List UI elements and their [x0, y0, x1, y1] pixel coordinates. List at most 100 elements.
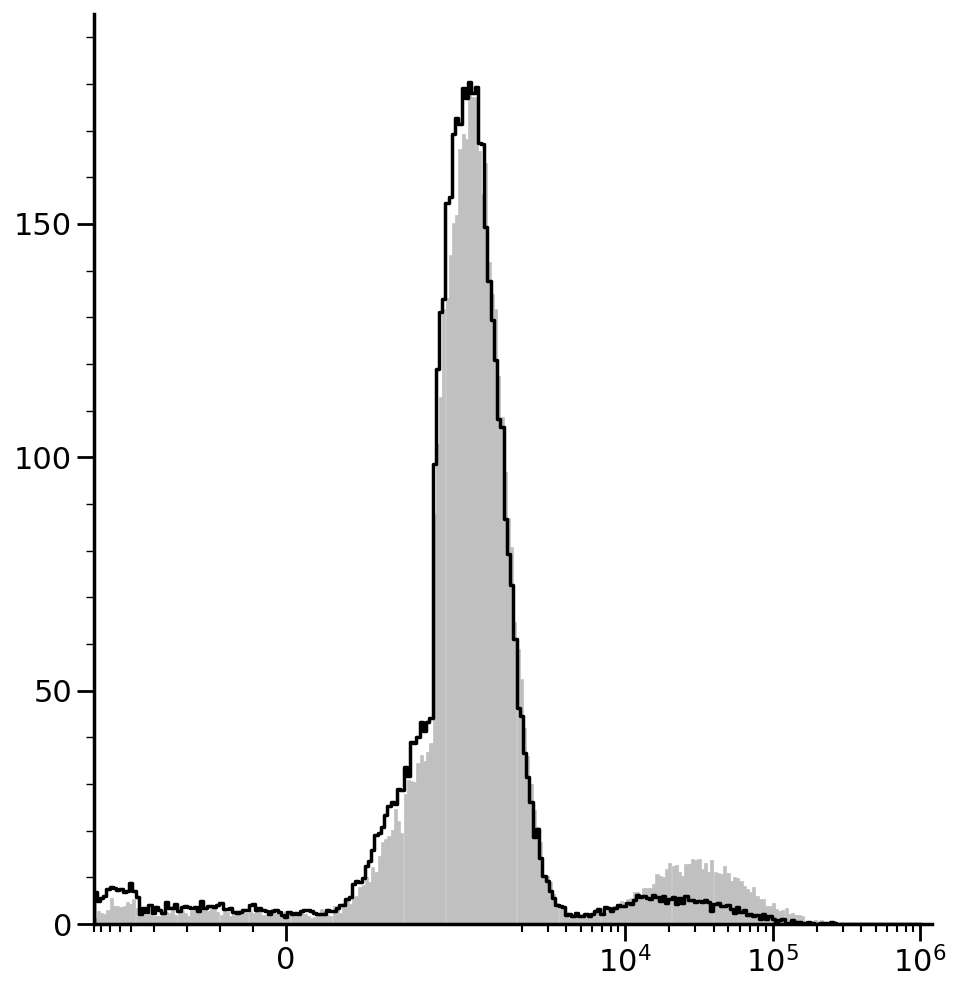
Bar	[403, 794, 407, 925]
Bar	[112, 906, 116, 925]
Bar	[752, 888, 754, 925]
Bar	[281, 915, 283, 925]
Bar	[519, 679, 523, 925]
Bar	[771, 903, 774, 925]
Bar	[703, 863, 706, 925]
Bar	[435, 444, 438, 925]
Bar	[493, 310, 497, 925]
Bar	[649, 888, 652, 925]
Bar	[419, 755, 423, 925]
Bar	[739, 881, 742, 925]
Bar	[126, 902, 129, 925]
Bar	[342, 903, 345, 925]
Bar	[158, 917, 161, 925]
Bar	[287, 912, 290, 925]
Bar	[426, 752, 429, 925]
Bar	[497, 376, 500, 925]
Bar	[178, 910, 181, 925]
Bar	[754, 896, 758, 925]
Bar	[794, 915, 797, 925]
Bar	[623, 902, 626, 925]
Bar	[680, 877, 683, 925]
Bar	[152, 916, 155, 925]
Bar	[723, 866, 726, 925]
Bar	[504, 471, 506, 925]
Bar	[554, 903, 558, 925]
Bar	[203, 910, 207, 925]
Bar	[661, 877, 664, 925]
Bar	[129, 904, 132, 925]
Bar	[397, 820, 400, 925]
Bar	[290, 912, 293, 925]
Bar	[409, 782, 412, 925]
Bar	[632, 892, 635, 925]
Bar	[390, 830, 393, 925]
Bar	[549, 882, 552, 925]
Bar	[293, 913, 297, 925]
Bar	[687, 864, 690, 925]
Bar	[432, 515, 435, 925]
Bar	[223, 910, 226, 925]
Bar	[545, 876, 548, 925]
Bar	[578, 917, 580, 925]
Bar	[148, 913, 152, 925]
Bar	[303, 914, 307, 925]
Bar	[242, 913, 245, 925]
Bar	[728, 881, 732, 925]
Bar	[387, 836, 390, 925]
Bar	[136, 908, 138, 925]
Bar	[819, 921, 823, 925]
Bar	[500, 417, 503, 925]
Bar	[100, 913, 103, 925]
Bar	[268, 910, 271, 925]
Bar	[326, 915, 329, 925]
Bar	[187, 917, 190, 925]
Bar	[468, 92, 471, 925]
Bar	[171, 907, 174, 925]
Bar	[626, 900, 628, 925]
Bar	[278, 913, 281, 925]
Bar	[345, 901, 348, 925]
Bar	[784, 908, 787, 925]
Bar	[197, 912, 200, 925]
Bar	[645, 889, 649, 925]
Bar	[313, 918, 316, 925]
Bar	[604, 913, 606, 925]
Bar	[271, 909, 274, 925]
Bar	[532, 810, 535, 925]
Bar	[97, 912, 100, 925]
Bar	[761, 900, 764, 925]
Bar	[255, 910, 258, 925]
Bar	[674, 865, 678, 925]
Bar	[768, 907, 771, 925]
Bar	[122, 906, 126, 925]
Bar	[455, 215, 457, 925]
Bar	[338, 913, 342, 925]
Bar	[133, 899, 136, 925]
Bar	[103, 914, 107, 925]
Bar	[742, 887, 745, 925]
Bar	[164, 913, 167, 925]
Bar	[487, 262, 490, 925]
Bar	[393, 809, 397, 925]
Bar	[300, 912, 303, 925]
Bar	[509, 548, 513, 925]
Bar	[193, 911, 197, 925]
Bar	[678, 872, 680, 925]
Bar	[200, 912, 203, 925]
Bar	[561, 906, 564, 925]
Bar	[248, 912, 252, 925]
Bar	[694, 860, 697, 925]
Bar	[190, 912, 193, 925]
Bar	[216, 913, 219, 925]
Bar	[319, 910, 323, 925]
Bar	[261, 915, 264, 925]
Bar	[364, 877, 368, 925]
Bar	[552, 894, 554, 925]
Bar	[371, 867, 374, 925]
Bar	[461, 135, 464, 925]
Bar	[619, 901, 623, 925]
Bar	[207, 912, 209, 925]
Bar	[790, 913, 794, 925]
Bar	[800, 916, 803, 925]
